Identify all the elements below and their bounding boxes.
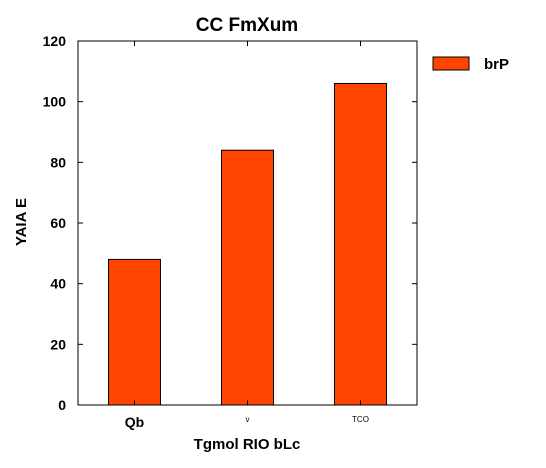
y-tick-label: 20 [50,336,66,352]
y-tick-label: 100 [43,94,67,110]
chart-title: CC FmXum [196,15,298,36]
y-tick-label: 80 [50,154,66,170]
x-tick-label: TCO [352,415,369,424]
x-axis-label: Tgmol RIO bLc [194,436,301,453]
legend-swatch [432,56,470,71]
y-tick-label: 0 [58,397,66,413]
y-tick-label: 40 [50,276,66,292]
y-tick-label: 120 [43,33,67,49]
bar-qb [108,258,161,406]
bars [108,82,387,406]
plot-area: 0 20 40 60 80 100 120 Qb v TCO [43,33,418,430]
x-tick-label: Qb [125,414,144,430]
y-axis-ticks: 0 20 40 60 80 100 120 [43,33,417,413]
y-tick-label: 60 [50,215,66,231]
legend-label: brP [484,56,509,73]
legend: brP [432,56,509,73]
bar-tco [334,82,387,406]
x-axis-ticks: Qb v TCO [125,41,369,430]
y-axis-label: YAIA E [13,198,30,246]
x-tick-label: v [246,415,250,424]
bar-v [221,149,274,406]
